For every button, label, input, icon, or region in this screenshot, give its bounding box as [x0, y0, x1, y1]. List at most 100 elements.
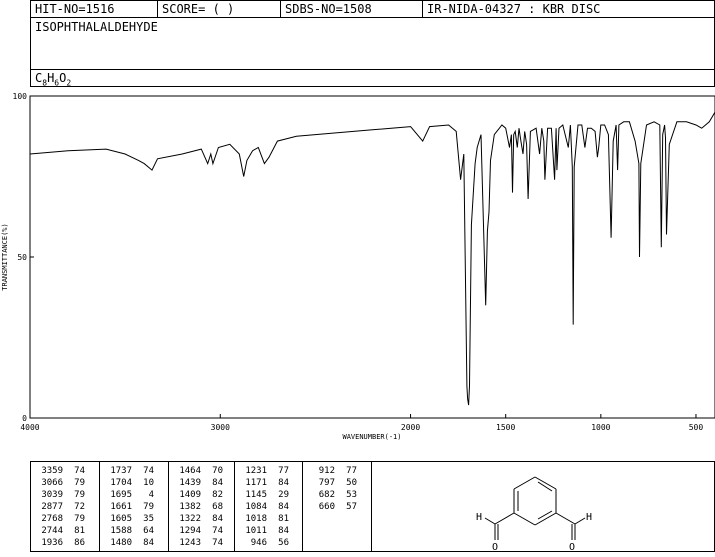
- peak-wavenumber: 1382: [179, 502, 201, 512]
- peak-wavenumber: 1243: [179, 538, 201, 548]
- peak-transmittance: 53: [346, 490, 357, 500]
- peak-transmittance: 68: [212, 502, 223, 512]
- peak-transmittance: 77: [346, 466, 357, 476]
- x-tick-label: 4000: [20, 423, 39, 432]
- formula-o: O: [59, 71, 67, 85]
- sdbs-no: SDBS-NO=1508: [281, 1, 423, 18]
- hit-no: HIT-NO=1516: [31, 1, 158, 18]
- peak-row: 946 56: [235, 537, 302, 549]
- peak-row: 797 50: [303, 477, 373, 489]
- y-tick-label: 50: [17, 253, 27, 262]
- peak-row: 1231 77: [235, 465, 302, 477]
- ir-spectrum-chart: 0 50 100 4000 3000 2000 1500 1000 500 TRANSMITT…: [1, 92, 715, 441]
- peak-wavenumber: 682: [318, 490, 335, 500]
- isophthalaldehyde-structure: H O H O: [476, 476, 592, 553]
- peak-row: 682 53: [303, 489, 373, 501]
- peak-transmittance: 57: [346, 502, 357, 512]
- compound-name: ISOPHTHALALDEHYDE: [35, 20, 158, 34]
- peak-row: 1704 10: [100, 477, 168, 489]
- peak-wavenumber: 1464: [179, 466, 201, 476]
- left-aldehyde-h: H: [476, 512, 482, 523]
- peak-row: 1695 4: [100, 489, 168, 501]
- peak-transmittance: 77: [278, 466, 289, 476]
- peak-transmittance: 79: [143, 502, 154, 512]
- peak-transmittance: 81: [278, 514, 289, 524]
- peak-wavenumber: 3359: [41, 466, 63, 476]
- peak-transmittance: 81: [74, 526, 85, 536]
- peak-row: 1084 84: [235, 501, 302, 513]
- peak-wavenumber: 1409: [179, 490, 201, 500]
- peak-transmittance: 79: [74, 514, 85, 524]
- peak-transmittance: 10: [143, 478, 154, 488]
- peak-wavenumber: 1480: [110, 538, 132, 548]
- structure-panel: H O H O: [372, 461, 715, 553]
- peak-transmittance: 64: [143, 526, 154, 536]
- peak-transmittance: 82: [212, 490, 223, 500]
- y-axis: 0 50 100: [13, 92, 34, 423]
- formula-o-count: 2: [66, 78, 72, 88]
- peak-transmittance: 70: [212, 466, 223, 476]
- peak-transmittance: 84: [212, 514, 223, 524]
- score: SCORE= ( ): [158, 1, 281, 18]
- peak-row: 1737 74: [100, 465, 168, 477]
- peak-transmittance: 4: [148, 490, 154, 500]
- peak-table: 3359 74 3066 79 3039 79 2877 72 2768 79 2744 81 1936…: [30, 461, 372, 552]
- peak-transmittance: 84: [212, 478, 223, 488]
- x-tick-label: 3000: [211, 423, 230, 432]
- peak-column: 1231 77 1171 84 1145 29 1084 84 1018 81 1011 84 946 5…: [235, 462, 303, 551]
- peak-row: 1605 35: [100, 513, 168, 525]
- peak-row: 1322 84: [169, 513, 234, 525]
- peak-row: 1294 74: [169, 525, 234, 537]
- peak-transmittance: 35: [143, 514, 154, 524]
- peak-wavenumber: 1084: [245, 502, 267, 512]
- right-aldehyde-o: O: [569, 542, 575, 553]
- peak-transmittance: 74: [74, 466, 85, 476]
- peak-transmittance: 74: [212, 538, 223, 548]
- peak-wavenumber: 1605: [110, 514, 132, 524]
- peak-wavenumber: 1018: [245, 514, 267, 524]
- peak-wavenumber: 797: [318, 478, 335, 488]
- peak-row: 2744 81: [31, 525, 99, 537]
- peak-transmittance: 84: [278, 478, 289, 488]
- x-tick-label: 1000: [591, 423, 610, 432]
- peak-row: 1464 70: [169, 465, 234, 477]
- peak-column: 3359 74 3066 79 3039 79 2877 72 2768 79 2744 81 1936…: [31, 462, 100, 551]
- peak-transmittance: 79: [74, 490, 85, 500]
- formula-h-count: 6: [54, 78, 60, 88]
- x-tick-label: 2000: [401, 423, 420, 432]
- y-tick-label: 0: [22, 414, 27, 423]
- peak-column: 912 77 797 50 682 53 660 57: [303, 462, 373, 551]
- peak-transmittance: 56: [278, 538, 289, 548]
- peak-wavenumber: 1011: [245, 526, 267, 536]
- peak-row: 1011 84: [235, 525, 302, 537]
- peak-wavenumber: 1936: [41, 538, 63, 548]
- peak-row: 3039 79: [31, 489, 99, 501]
- peak-wavenumber: 1704: [110, 478, 132, 488]
- peak-wavenumber: 1145: [245, 490, 267, 500]
- peak-transmittance: 29: [278, 490, 289, 500]
- peak-wavenumber: 3039: [41, 490, 63, 500]
- peak-wavenumber: 1294: [179, 526, 201, 536]
- peak-row: 1382 68: [169, 501, 234, 513]
- peak-wavenumber: 660: [318, 502, 335, 512]
- peak-wavenumber: 1588: [110, 526, 132, 536]
- peak-row: 1936 86: [31, 537, 99, 549]
- spectrum-series-line: [29, 111, 715, 406]
- x-tick-label: 500: [689, 423, 704, 432]
- peak-transmittance: 84: [143, 538, 154, 548]
- peak-row: 660 57: [303, 501, 373, 513]
- peak-row: 1145 29: [235, 489, 302, 501]
- peak-wavenumber: 1439: [179, 478, 201, 488]
- peak-transmittance: 79: [74, 478, 85, 488]
- formula-h: H: [47, 71, 55, 85]
- peak-wavenumber: 1322: [179, 514, 201, 524]
- peak-row: 2877 72: [31, 501, 99, 513]
- method: IR-NIDA-04327 : KBR DISC: [427, 2, 601, 16]
- peak-wavenumber: 2744: [41, 526, 63, 536]
- peak-row: 912 77: [303, 465, 373, 477]
- peak-transmittance: 86: [74, 538, 85, 548]
- peak-transmittance: 74: [143, 466, 154, 476]
- right-aldehyde-h: H: [586, 512, 592, 523]
- peak-row: 1243 74: [169, 537, 234, 549]
- peak-wavenumber: 3066: [41, 478, 63, 488]
